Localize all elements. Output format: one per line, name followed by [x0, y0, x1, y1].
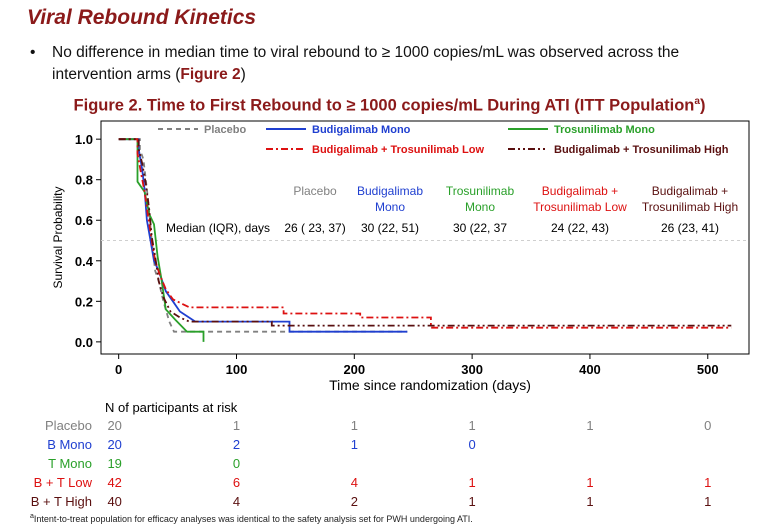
- median-table-value: 26 ( 23, 37): [284, 221, 345, 235]
- x-tick-label: 100: [226, 362, 248, 377]
- x-tick-label: 0: [115, 362, 122, 377]
- median-table-value: 24 (22, 43): [551, 221, 609, 235]
- at-risk-value: 1: [586, 475, 593, 490]
- at-risk-value: 40: [107, 494, 121, 509]
- legend-label: Budigalimab + Trosunilimab Low: [312, 144, 484, 156]
- series-line-1: [118, 138, 408, 333]
- at-risk-value: 1: [469, 494, 476, 509]
- bullet-text: No difference in median time to viral re…: [52, 42, 760, 86]
- median-table-header: Trosunilimab: [446, 184, 515, 198]
- y-tick-label: 0.2: [75, 294, 93, 309]
- footnote: aIntent-to-treat population for efficacy…: [30, 513, 473, 524]
- at-risk-value: 4: [351, 475, 358, 490]
- plot-frame: [100, 120, 750, 355]
- at-risk-row-label: Placebo: [45, 418, 92, 433]
- legend-label: Placebo: [204, 124, 246, 136]
- median-table-header: Trosunilimab Low: [533, 200, 627, 214]
- at-risk-row-label: B Mono: [47, 437, 92, 452]
- at-risk-value: 4: [233, 494, 240, 509]
- at-risk-value: 20: [107, 418, 121, 433]
- y-tick-label: 0.4: [75, 254, 94, 269]
- median-table-header: Placebo: [293, 184, 337, 198]
- y-tick-label: 1.0: [75, 132, 93, 147]
- footnote-text: Intent-to-treat population for efficacy …: [33, 514, 473, 524]
- y-tick-label: 0.8: [75, 173, 93, 188]
- median-table-header: Budigalimab: [357, 184, 423, 198]
- at-risk-value: 1: [704, 475, 711, 490]
- x-tick-label: 200: [343, 362, 365, 377]
- median-table-row-label: Median (IQR), days: [166, 221, 270, 235]
- at-risk-row-label: B + T Low: [34, 475, 93, 490]
- median-table-value: 30 (22, 37: [453, 221, 507, 235]
- legend-label: Budigalimab Mono: [312, 124, 411, 136]
- at-risk-value: 1: [233, 418, 240, 433]
- median-table-header: Trosunilimab High: [642, 200, 738, 214]
- at-risk-row-label: B + T High: [31, 494, 92, 509]
- at-risk-value: 1: [351, 437, 358, 452]
- median-table-header: Mono: [375, 200, 405, 214]
- x-tick-label: 500: [697, 362, 719, 377]
- at-risk-value: 1: [469, 418, 476, 433]
- at-risk-value: 1: [586, 494, 593, 509]
- at-risk-value: 0: [233, 456, 240, 471]
- series-line-2: [118, 138, 408, 333]
- median-table-value: 26 (23, 41): [661, 221, 719, 235]
- figure-title-close: ): [699, 96, 706, 115]
- at-risk-value: 1: [469, 475, 476, 490]
- at-risk-value: 0: [704, 418, 711, 433]
- median-table-header: Budigalimab +: [542, 184, 618, 198]
- at-risk-title: N of participants at risk: [105, 400, 238, 415]
- footnote-superscript: a: [30, 513, 34, 520]
- at-risk-value: 2: [233, 437, 240, 452]
- slide-title: Viral Rebound Kinetics: [27, 6, 257, 29]
- bullet-text-end: ): [240, 66, 246, 83]
- legend-label: Trosunilimab Mono: [554, 124, 655, 136]
- figure-title: Figure 2. Time to First Rebound to ≥ 100…: [0, 96, 779, 116]
- x-axis-label: Time since randomization (days): [329, 377, 531, 393]
- series-line-3: [118, 138, 205, 342]
- legend-label: Budigalimab + Trosunilimab High: [554, 144, 729, 156]
- figure-title-superscript: a: [694, 96, 700, 107]
- at-risk-value: 42: [107, 475, 121, 490]
- figure-title-text: Figure 2. Time to First Rebound to ≥ 100…: [73, 96, 695, 115]
- at-risk-value: 19: [107, 456, 121, 471]
- at-risk-value: 1: [704, 494, 711, 509]
- at-risk-row-label: T Mono: [48, 456, 92, 471]
- y-tick-label: 0.0: [75, 335, 93, 350]
- y-axis-label: Survival Probability: [51, 186, 65, 288]
- bullet-text-main: No difference in median time to viral re…: [52, 44, 680, 83]
- x-tick-label: 400: [579, 362, 601, 377]
- median-table-header: Budigalimab +: [652, 184, 728, 198]
- y-tick-label: 0.6: [75, 213, 93, 228]
- median-table-header: Mono: [465, 200, 495, 214]
- bullet-point: • No difference in median time to viral …: [30, 42, 760, 86]
- at-risk-value: 1: [351, 418, 358, 433]
- bullet-dot: •: [30, 44, 36, 61]
- at-risk-value: 6: [233, 475, 240, 490]
- median-table-value: 30 (22, 51): [361, 221, 419, 235]
- x-tick-label: 300: [461, 362, 483, 377]
- figure-reference: Figure 2: [180, 66, 241, 83]
- at-risk-value: 2: [351, 494, 358, 509]
- series-line-5: [118, 138, 732, 327]
- at-risk-value: 1: [586, 418, 593, 433]
- at-risk-value: 0: [469, 437, 476, 452]
- at-risk-value: 20: [107, 437, 121, 452]
